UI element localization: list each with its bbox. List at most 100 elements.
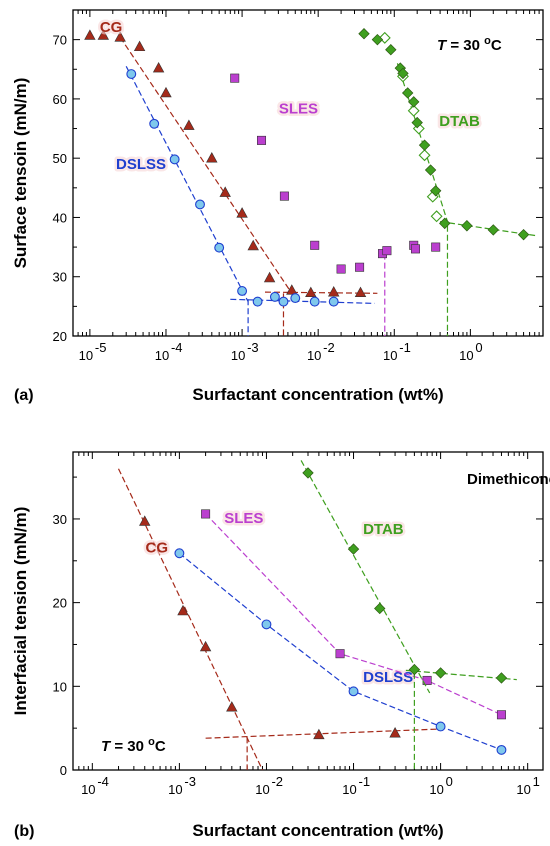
data-point (517, 228, 530, 241)
x-tick-label: 10 (81, 782, 95, 797)
data-point (431, 242, 441, 252)
data-point (302, 467, 314, 479)
data-point (401, 87, 414, 99)
temperature-note: T = 30 oC (437, 35, 502, 54)
data-point (195, 199, 205, 210)
data-point (257, 135, 267, 145)
fit-line (300, 460, 431, 694)
y-tick-label: 20 (53, 596, 67, 611)
series-label: DTAB (363, 521, 404, 538)
data-point (199, 640, 212, 652)
data-point (408, 96, 420, 108)
series-label: CG (100, 19, 123, 36)
panel-b-chart: 010203010-410-310-210-1100101Surfactant … (11, 451, 550, 840)
data-point (230, 73, 240, 83)
series-label: DTAB (439, 113, 480, 130)
series-label: SLES (224, 510, 263, 527)
data-point-open (430, 210, 443, 223)
data-point (206, 152, 218, 163)
y-tick-label: 30 (53, 512, 67, 527)
data-point (237, 286, 248, 296)
data-point (174, 548, 185, 559)
series-label-halo: DTAB (439, 113, 480, 130)
data-point (429, 185, 442, 197)
y-tick-label: 50 (53, 151, 67, 166)
x-tick-label: 10 (383, 348, 397, 363)
data-point (382, 246, 392, 256)
fit-line (205, 728, 441, 739)
y-tick-label: 30 (53, 270, 67, 285)
data-point (177, 604, 189, 616)
data-point (496, 710, 506, 720)
x-tick-label: 10 (168, 782, 182, 797)
x-tick-exponent: 1 (533, 774, 540, 789)
x-tick-label: 10 (342, 782, 356, 797)
y-tick-label: 20 (53, 329, 67, 344)
data-point (286, 284, 298, 295)
data-point (269, 291, 280, 302)
data-point (169, 154, 180, 165)
panel-tag: (b) (14, 823, 34, 840)
data-point (411, 116, 423, 129)
data-point (422, 675, 432, 685)
data-point (263, 271, 276, 283)
data-point (290, 293, 301, 304)
data-point (389, 727, 401, 738)
data-point (424, 164, 437, 176)
x-tick-label: 10 (79, 348, 93, 363)
data-point (347, 543, 360, 555)
fit-line (119, 36, 293, 294)
x-tick-label: 10 (516, 782, 530, 797)
series-label-halo: CG (146, 539, 169, 556)
data-point (355, 262, 365, 272)
series-label-halo: CG (100, 19, 123, 36)
x-tick-exponent: 0 (475, 340, 482, 355)
x-tick-exponent: -3 (184, 774, 196, 789)
fit-line (230, 298, 375, 304)
data-point (434, 667, 447, 679)
data-point-open (378, 31, 391, 44)
data-point (226, 701, 238, 712)
series-label-halo: SLES (224, 510, 263, 527)
data-point (336, 264, 346, 274)
data-point (335, 649, 345, 659)
temperature-note: T = 30 oC (101, 736, 166, 755)
series-label: DSLSS (116, 156, 166, 173)
data-point (133, 40, 146, 52)
x-tick-label: 10 (155, 348, 169, 363)
data-point (439, 217, 451, 230)
x-tick-exponent: -4 (171, 340, 183, 355)
x-tick-label: 10 (429, 782, 443, 797)
data-point (487, 224, 499, 236)
data-point (435, 721, 446, 732)
series-label-halo: DTAB (363, 521, 404, 538)
y-tick-label: 40 (53, 210, 67, 225)
series-label: SLES (279, 101, 318, 118)
fit-line (125, 66, 249, 302)
data-point (252, 296, 263, 307)
data-point (313, 728, 325, 740)
x-tick-exponent: -2 (323, 340, 335, 355)
x-axis-title: Surfactant concentration (wt%) (192, 385, 443, 404)
x-axis-title: Surfactant concentration (wt%) (192, 821, 443, 840)
x-tick-label: 10 (307, 348, 321, 363)
data-point (84, 29, 96, 40)
series-label-halo: DSLSS (363, 669, 413, 686)
y-tick-label: 60 (53, 92, 67, 107)
data-point (358, 28, 370, 40)
plot-frame (72, 9, 544, 337)
data-point (305, 286, 317, 298)
x-tick-exponent: -4 (97, 774, 109, 789)
data-point (278, 296, 289, 307)
data-point (309, 296, 320, 307)
data-point (214, 242, 225, 253)
data-point (247, 239, 259, 251)
data-point-open (412, 122, 425, 135)
data-point (354, 286, 367, 298)
data-point (279, 191, 289, 201)
